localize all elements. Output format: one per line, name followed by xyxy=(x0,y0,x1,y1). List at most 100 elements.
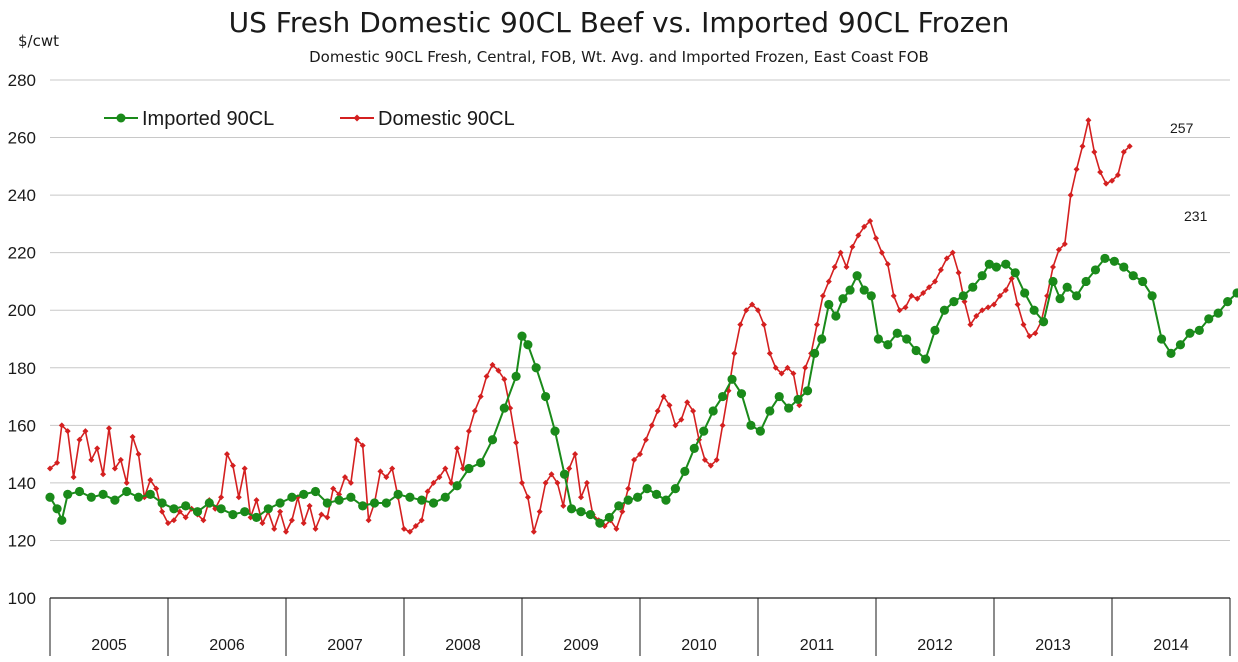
data-point xyxy=(106,425,112,432)
data-point xyxy=(613,525,620,532)
data-point xyxy=(831,264,838,271)
year-label: 2010 xyxy=(681,637,717,654)
data-point xyxy=(57,515,67,525)
data-point xyxy=(1014,301,1021,308)
data-point xyxy=(511,371,521,382)
data-point xyxy=(153,485,160,492)
data-point xyxy=(1100,253,1110,264)
data-point xyxy=(566,504,577,514)
year-label: 2011 xyxy=(800,637,835,654)
year-label: 2009 xyxy=(563,637,599,654)
data-point xyxy=(45,492,55,502)
data-point xyxy=(401,525,407,532)
data-point xyxy=(958,291,968,301)
y-axis-ticks: 100 120 140 160 180 200 220 240 260 280 xyxy=(8,71,36,608)
data-point xyxy=(499,403,509,413)
data-point xyxy=(654,407,661,414)
y-tick-label: 180 xyxy=(8,359,36,378)
data-point xyxy=(54,459,61,466)
year-label: 2007 xyxy=(327,637,363,654)
data-point xyxy=(165,520,171,527)
data-point xyxy=(170,517,177,524)
data-point xyxy=(417,495,427,505)
data-point xyxy=(1010,268,1020,278)
data-point xyxy=(381,498,391,508)
data-point xyxy=(1081,276,1091,287)
data-point xyxy=(531,363,541,373)
legend: Imported 90CL Domestic 90CL xyxy=(104,108,515,130)
data-point xyxy=(122,486,132,497)
data-point xyxy=(330,485,337,492)
data-point xyxy=(920,289,927,296)
legend-marker xyxy=(353,114,361,122)
data-point xyxy=(1213,308,1223,318)
data-point xyxy=(489,361,496,368)
data-point xyxy=(631,456,638,463)
data-point xyxy=(477,393,484,400)
data-point xyxy=(86,492,96,502)
data-point xyxy=(1008,275,1015,282)
data-point xyxy=(483,373,490,380)
data-point xyxy=(802,364,809,371)
data-point xyxy=(774,391,784,402)
data-point xyxy=(660,393,667,400)
data-point xyxy=(157,498,167,508)
data-point xyxy=(648,422,655,429)
data-point xyxy=(943,255,950,262)
data-point xyxy=(824,299,834,310)
data-point xyxy=(192,507,203,517)
data-point xyxy=(76,436,83,443)
data-point xyxy=(684,399,691,406)
data-point xyxy=(642,436,649,443)
data-point xyxy=(523,340,533,350)
y-tick-label: 260 xyxy=(8,129,36,148)
data-point xyxy=(70,474,77,481)
x-axis: 2005 2006 2007 2008 2009 2010 2011 2012 2013 2014 xyxy=(49,597,1231,656)
data-point xyxy=(253,497,260,504)
series-layer xyxy=(45,117,1238,535)
data-point xyxy=(937,266,944,273)
y-tick-label: 140 xyxy=(8,474,36,493)
data-point xyxy=(737,321,744,328)
data-point xyxy=(169,504,179,514)
data-point xyxy=(1175,340,1186,350)
data-point xyxy=(1091,148,1098,155)
data-point xyxy=(985,304,992,311)
data-point xyxy=(576,507,586,517)
y-tick-label: 220 xyxy=(8,244,36,263)
data-point xyxy=(814,321,820,328)
data-point xyxy=(536,508,543,515)
data-point xyxy=(1073,166,1080,173)
year-label: 2014 xyxy=(1153,637,1189,654)
data-point xyxy=(393,489,403,499)
data-point xyxy=(98,489,108,499)
data-point xyxy=(666,402,673,409)
data-point xyxy=(1090,265,1101,275)
data-point xyxy=(778,370,785,377)
data-point xyxy=(406,528,413,535)
data-point xyxy=(476,458,486,468)
data-point xyxy=(288,517,295,524)
data-point xyxy=(58,422,65,429)
data-point xyxy=(1062,282,1072,292)
data-point xyxy=(495,367,502,374)
data-point xyxy=(743,307,750,314)
data-point xyxy=(147,477,154,484)
data-point xyxy=(625,485,632,492)
data-point xyxy=(318,511,325,518)
data-point xyxy=(559,469,570,479)
data-point xyxy=(896,307,903,314)
data-point xyxy=(604,512,614,523)
data-point xyxy=(229,462,236,469)
data-point xyxy=(920,354,931,364)
data-point xyxy=(623,495,633,505)
data-point xyxy=(810,348,820,358)
data-point xyxy=(583,479,590,486)
data-point xyxy=(560,502,567,509)
data-point xyxy=(672,422,679,429)
data-point xyxy=(911,345,921,356)
data-point xyxy=(772,364,779,371)
data-point xyxy=(342,474,348,481)
data-point xyxy=(973,312,980,319)
data-point xyxy=(63,489,73,499)
